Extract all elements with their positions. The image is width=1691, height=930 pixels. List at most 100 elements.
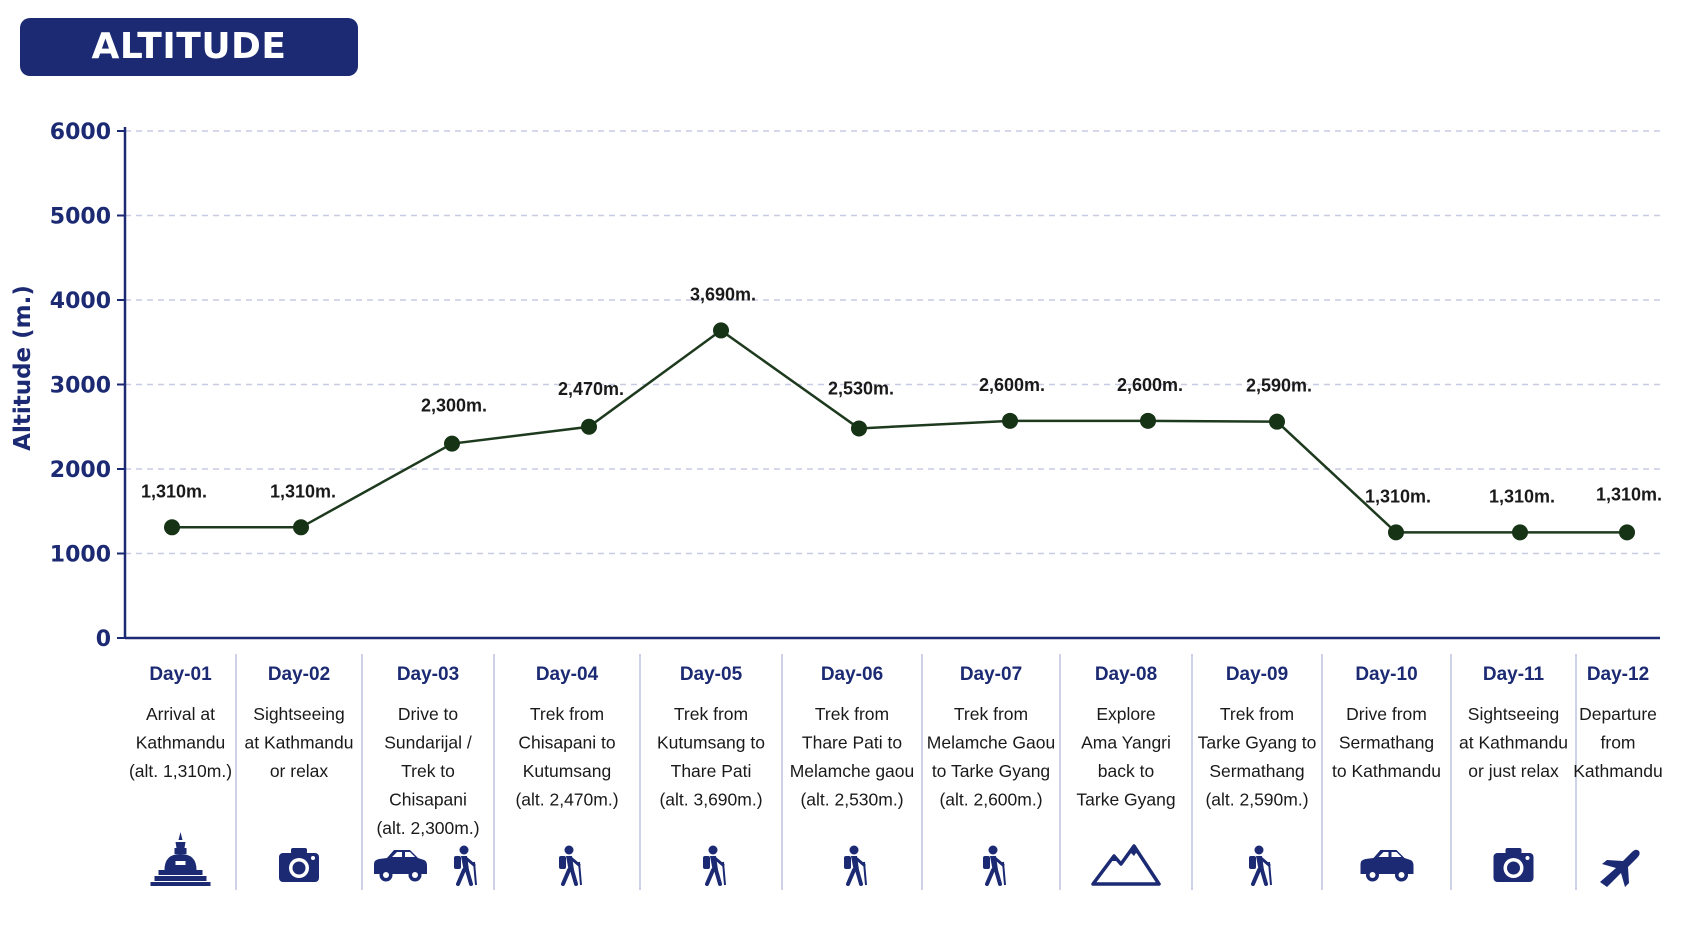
hiker-icon [1249,845,1272,886]
day-description-line: Sightseeing [1468,704,1559,724]
day-description-line: Trek from [815,704,889,724]
day-description-line: Kutumsang to [657,733,765,753]
day-column: Day-10 Drive from Sermathang to Kathmandu [1332,664,1441,882]
day-description-line: Tarke Gyang [1076,790,1175,810]
day-description-line: Melamche Gaou [927,733,1055,753]
day-description-line: Trek to [401,761,455,781]
day-description-line: to Kathmandu [1332,761,1441,781]
data-label: 3,690m. [690,284,756,304]
data-label: 2,470m. [558,379,624,399]
day-description-line: Trek from [674,704,748,724]
data-point [713,322,729,339]
data-label: 1,310m. [1489,486,1555,506]
day-description-line: (alt. 2,470m.) [515,790,618,810]
data-label: 2,530m. [828,378,894,398]
day-label: Day-05 [680,664,743,685]
day-description-line: Melamche gaou [790,761,915,781]
hiker-icon [703,845,726,886]
day-description-line: Kathmandu [136,733,226,753]
day-description-line: (alt. 1,310m.) [129,761,232,781]
day-column: Day-06 Trek from Thare Pati to Melamche gao… [790,664,915,886]
day-description-line: Chisapani to [518,733,615,753]
day-description-line: Departure [1579,704,1657,724]
day-description-line: (alt. 2,590m.) [1205,790,1308,810]
day-description-line: or just relax [1468,761,1559,781]
day-description-line: back to [1098,761,1154,781]
car-icon [374,850,427,882]
day-description-line: Ama Yangri [1081,733,1171,753]
data-point [1512,524,1528,541]
hiker-icon [559,845,582,886]
day-label: Day-09 [1226,664,1288,685]
day-description-line: Chisapani [389,790,467,810]
day-description-line: Trek from [954,704,1028,724]
data-point [164,519,180,536]
car-icon [1360,850,1414,882]
day-description-line: Sightseeing [253,704,344,724]
data-point [1388,524,1404,541]
day-label: Day-06 [821,664,883,685]
day-description-line: Arrival at [146,704,215,724]
day-label: Day-03 [397,664,459,685]
day-description-line: Thare Pati [671,761,752,781]
camera-icon [279,848,319,882]
data-point [1269,413,1285,430]
hiker-icon [454,845,477,886]
day-label: Day-02 [268,664,330,685]
data-point [1619,524,1635,541]
data-label: 2,600m. [1117,375,1183,395]
camera-icon [1493,848,1534,882]
day-description-line: to Tarke Gyang [932,761,1050,781]
mountain-icon [1091,844,1161,886]
day-column: Day-05 Trek from Kutumsang to Thare Pati (al… [657,664,765,886]
y-tick-label: 6000 [50,120,111,145]
day-description-line: Trek from [1220,704,1294,724]
day-label: Day-04 [536,664,599,685]
data-label: 1,310m. [1365,486,1431,506]
altitude-line [172,328,1627,534]
day-description-line: Sermathang [1339,733,1434,753]
day-description-line: (alt. 3,690m.) [659,790,762,810]
data-point [293,519,309,536]
y-axis-label: Altitude (m.) [10,285,36,451]
day-column: Day-08 Explore Ama Yangri back to Tarke Gyan… [1076,664,1176,886]
day-description-line: Tarke Gyang to [1198,733,1317,753]
y-axis: 0 1000 2000 3000 4000 5000 6000 [50,120,127,652]
day-column: Day-01 Arrival at Kathmandu (alt. 1,310m.) [129,664,232,886]
day-description-line: Trek from [530,704,604,724]
data-point [581,418,597,435]
hiker-icon [844,845,867,886]
day-column: Day-02 Sightseeing at Kathmandu or relax [245,664,354,882]
y-tick-label: 1000 [50,543,111,568]
day-column: Day-07 Trek from Melamche Gaou to Tarke Gya… [927,664,1055,886]
y-tick-label: 4000 [50,289,111,314]
data-label: 2,300m. [421,396,487,416]
day-column: Day-11 Sightseeing at Kathmandu or just rel… [1459,664,1568,882]
chart-title: ALTITUDE CHART [20,18,358,125]
day-description-line: Explore [1096,704,1155,724]
day-description-line: Sundarijal / [384,733,472,753]
day-description-line: Drive to [398,704,458,724]
y-tick-label: 0 [96,627,111,652]
y-tick-label: 2000 [50,458,111,483]
day-label: Day-12 [1587,664,1649,685]
airplane-icon [1600,849,1640,887]
day-description-line: from [1601,733,1636,753]
day-label: Day-07 [960,664,1022,685]
day-description-line: Thare Pati to [802,733,902,753]
day-description-line: (alt. 2,300m.) [376,818,479,838]
data-label: 1,310m. [270,481,336,501]
day-column: Day-09 Trek from Tarke Gyang to Sermathang (… [1198,664,1317,886]
day-description-line: Kutumsang [523,761,612,781]
data-point [1140,412,1156,429]
hiker-icon [983,845,1006,886]
day-label: Day-11 [1483,664,1545,685]
day-column: Day-04 Trek from Chisapani to Kutumsang (alt… [515,664,619,886]
day-description-line: at Kathmandu [245,733,354,753]
data-point [1002,412,1018,429]
day-description-line: Drive from [1346,704,1427,724]
y-tick-label: 5000 [50,205,111,230]
day-label: Day-08 [1095,664,1157,685]
